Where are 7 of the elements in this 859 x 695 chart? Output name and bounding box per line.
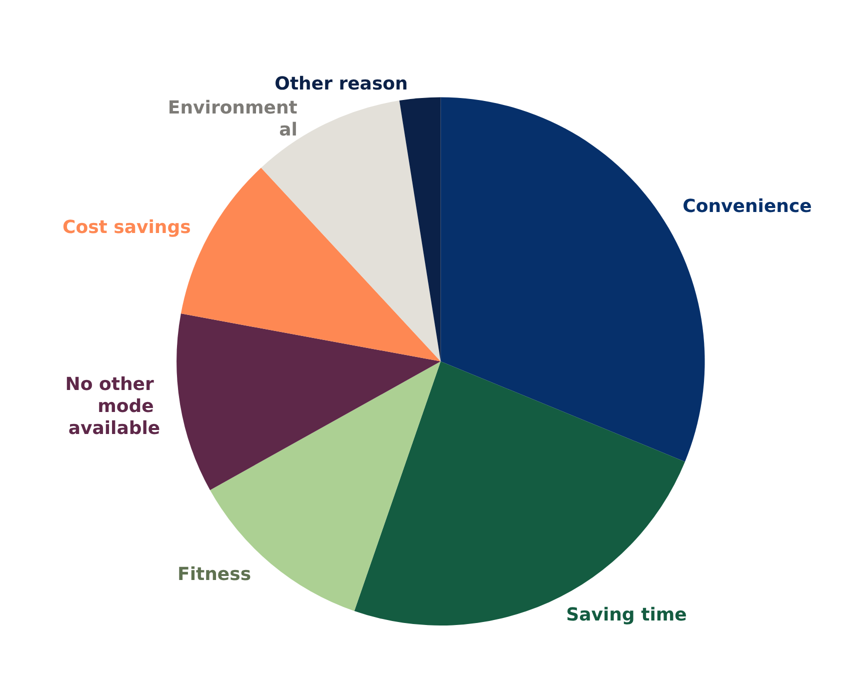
slice-label: Other reason (274, 74, 408, 95)
slice-label: Cost savings (62, 216, 191, 238)
slice-label: Convenience (682, 196, 812, 218)
slice-label: No other mode available (65, 374, 160, 440)
slice-label: Fitness (178, 564, 252, 586)
slice-label: Environmental (168, 98, 298, 141)
slice-label: Saving time (566, 604, 687, 626)
